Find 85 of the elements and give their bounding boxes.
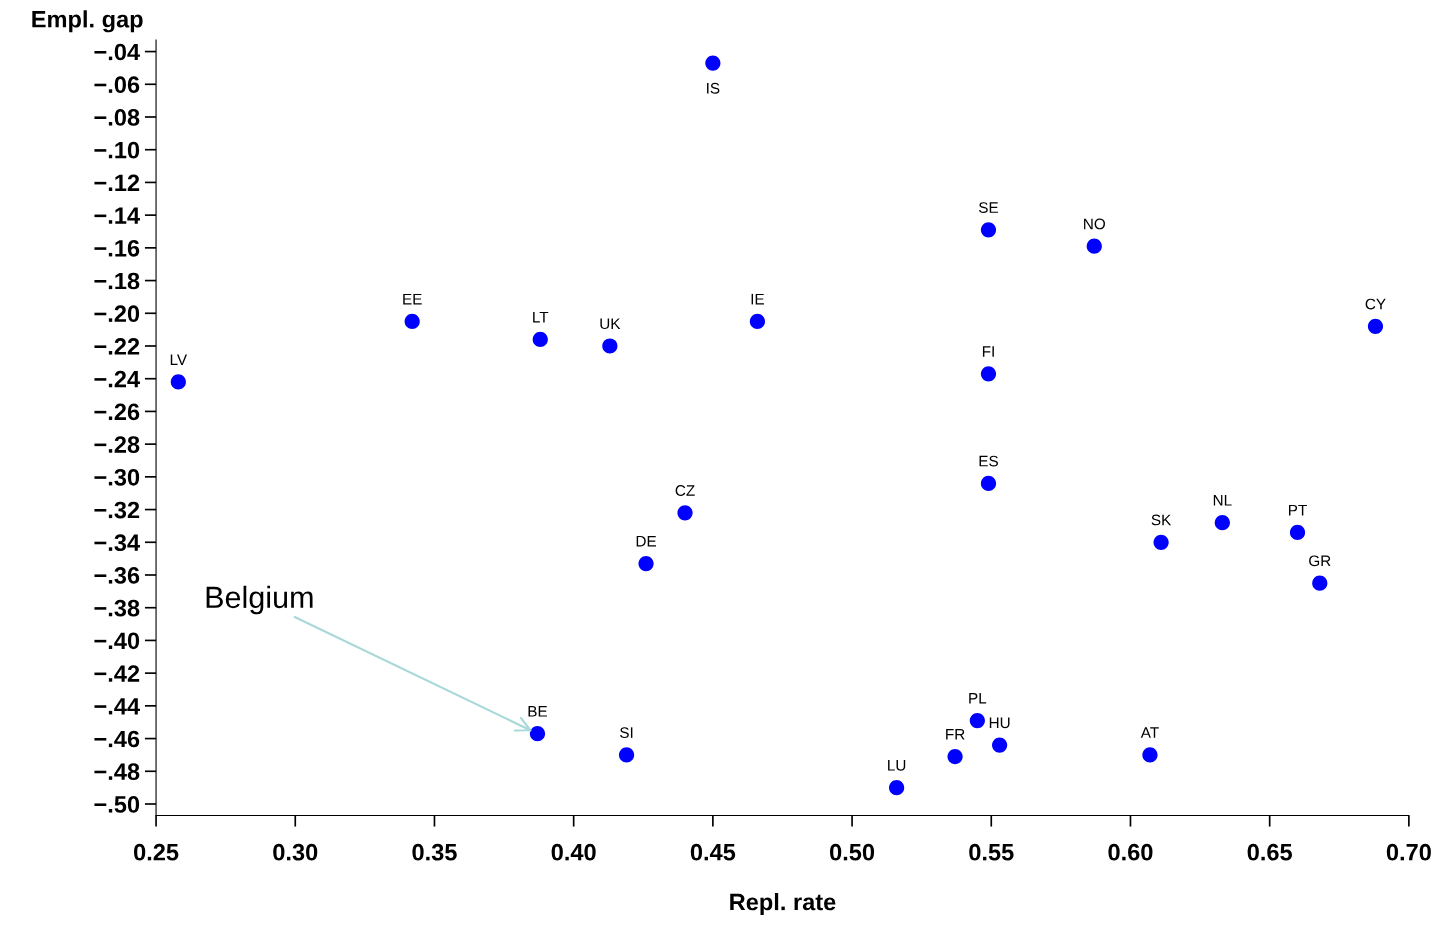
point xyxy=(980,475,997,491)
y-tick-label: −.22 xyxy=(94,338,140,355)
point xyxy=(1289,524,1306,541)
y-tick-label: −.08 xyxy=(94,109,140,126)
point xyxy=(1153,534,1169,550)
y-tick-label: −.34 xyxy=(94,534,140,552)
y-tick-label: −.38 xyxy=(94,599,140,617)
y-tick-label: −.20 xyxy=(94,305,140,323)
annotation: ES xyxy=(979,455,998,467)
y-tick-label: −.26 xyxy=(94,403,140,421)
annotation: LU xyxy=(888,760,906,771)
annotation: FI xyxy=(982,346,994,357)
annotation: LV xyxy=(170,354,188,365)
annotation: GR xyxy=(1309,555,1331,567)
annotation: AT xyxy=(1140,727,1159,738)
y-tick-label: −.46 xyxy=(94,730,140,748)
annotation: NO xyxy=(1084,218,1106,230)
x-axis-title: Repl. rate xyxy=(730,893,836,916)
x-tick-label: 0.25 xyxy=(134,843,179,861)
point xyxy=(638,555,654,572)
annotation: PT xyxy=(1289,504,1307,516)
point xyxy=(749,313,766,330)
annotation: CZ xyxy=(675,485,695,496)
y-tick-label: −.32 xyxy=(94,501,140,519)
point xyxy=(889,780,905,796)
annotation: IE xyxy=(751,293,764,305)
annotation: SE xyxy=(978,202,999,213)
x-tick-label: 0.30 xyxy=(273,843,318,861)
annotation: HU xyxy=(989,717,1010,729)
point xyxy=(705,55,721,71)
y-tick-label: −.30 xyxy=(94,468,140,486)
annotation: SK xyxy=(1151,514,1172,526)
y-tick-label: −.16 xyxy=(94,239,140,257)
point xyxy=(947,748,963,765)
point xyxy=(170,374,186,390)
y-tick-label: −.50 xyxy=(94,796,140,813)
y-tick-label: −.14 xyxy=(94,207,140,224)
point xyxy=(618,747,635,763)
y-tick-label: −.04 xyxy=(94,43,140,61)
annotation: EE xyxy=(403,293,422,305)
annotation: UK xyxy=(600,318,621,330)
annotation: PL xyxy=(969,693,987,704)
x-tick-label: 0.45 xyxy=(690,843,736,861)
y-tick-label: −.36 xyxy=(94,567,140,584)
annotation: IS xyxy=(707,82,720,94)
annotation: Belgium xyxy=(206,585,313,615)
y-tick-label: −.42 xyxy=(94,665,140,682)
y-tick-label: −.10 xyxy=(94,141,140,159)
x-tick-label: 0.50 xyxy=(830,843,875,861)
x-tick-label: 0.65 xyxy=(1247,843,1292,861)
annotation: DE xyxy=(636,535,657,547)
annotation: CY xyxy=(1365,298,1386,310)
point xyxy=(1367,318,1384,334)
point xyxy=(602,338,618,354)
point xyxy=(992,737,1008,753)
point xyxy=(529,726,546,742)
point xyxy=(1086,238,1102,254)
y-tick-label: −.24 xyxy=(94,370,140,388)
point xyxy=(1142,747,1158,763)
point xyxy=(677,505,693,521)
y-tick-label: −.40 xyxy=(94,632,140,650)
x-tick-label: 0.35 xyxy=(412,843,457,861)
x-tick-label: 0.60 xyxy=(1108,843,1153,861)
point xyxy=(404,313,420,330)
point xyxy=(980,222,997,238)
y-tick-label: −.18 xyxy=(94,272,140,290)
y-axis-title: Empl. gap xyxy=(32,10,143,33)
point xyxy=(969,712,985,729)
y-tick-label: −.28 xyxy=(94,436,140,453)
y-tick-label: −.12 xyxy=(94,174,140,191)
y-tick-label: −.06 xyxy=(94,76,140,94)
x-tick-label: 0.55 xyxy=(969,843,1014,861)
x-tick-label: 0.70 xyxy=(1386,843,1431,861)
point xyxy=(1214,515,1230,531)
point xyxy=(1312,575,1328,591)
annotation: FR xyxy=(946,728,965,740)
x-tick-label: 0.40 xyxy=(551,843,596,861)
annotation: SI xyxy=(620,727,633,739)
annotation: BE xyxy=(528,706,548,717)
point xyxy=(980,366,997,382)
annotation: NL xyxy=(1213,495,1232,506)
y-tick-label: −.48 xyxy=(94,763,140,781)
point xyxy=(532,331,548,348)
annotation: LT xyxy=(533,311,549,323)
y-tick-label: −.44 xyxy=(94,698,140,715)
